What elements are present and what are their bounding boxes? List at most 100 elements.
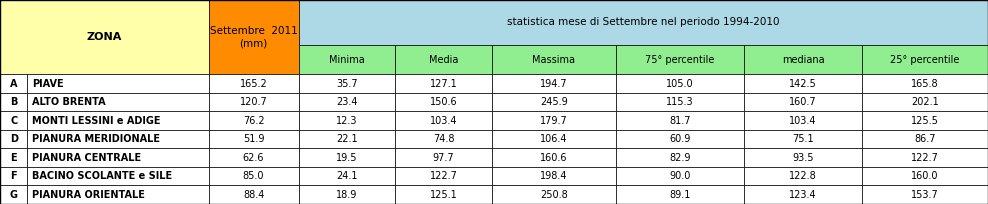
Text: 76.2: 76.2 [243,116,265,126]
Bar [862,130,988,149]
Bar [395,111,492,130]
Text: 160.7: 160.7 [789,97,817,107]
Bar [298,185,395,204]
Text: 103.4: 103.4 [430,116,457,126]
Bar [0,149,28,167]
Text: 125.5: 125.5 [911,116,939,126]
Text: 122.7: 122.7 [911,153,939,163]
Text: 51.9: 51.9 [243,134,265,144]
Text: 75° percentile: 75° percentile [645,55,714,65]
Text: C: C [10,116,18,126]
Text: ZONA: ZONA [87,32,122,42]
Text: mediana: mediana [782,55,824,65]
Bar [862,93,988,111]
Text: 82.9: 82.9 [669,153,691,163]
Bar [28,74,208,93]
Bar [616,130,744,149]
Bar [744,45,862,74]
Bar [616,93,744,111]
Text: Media: Media [429,55,458,65]
Text: PIANURA ORIENTALE: PIANURA ORIENTALE [33,190,145,200]
Bar [208,93,298,111]
Text: PIAVE: PIAVE [33,79,64,89]
Text: ALTO BRENTA: ALTO BRENTA [33,97,106,107]
Bar [744,130,862,149]
Bar [0,0,208,74]
Bar [395,130,492,149]
Bar [862,111,988,130]
Text: 202.1: 202.1 [911,97,939,107]
Bar [28,185,208,204]
Text: 88.4: 88.4 [243,190,264,200]
Bar [28,93,208,111]
Bar [862,45,988,74]
Text: 125.1: 125.1 [430,190,457,200]
Bar [492,45,616,74]
Bar [616,149,744,167]
Bar [395,185,492,204]
Text: 74.8: 74.8 [433,134,454,144]
Text: 93.5: 93.5 [792,153,814,163]
Bar [28,130,208,149]
Bar [744,167,862,185]
Bar [492,74,616,93]
Text: MONTI LESSINI e ADIGE: MONTI LESSINI e ADIGE [33,116,161,126]
Bar [492,149,616,167]
Bar [395,45,492,74]
Text: 250.8: 250.8 [540,190,568,200]
Bar [0,185,28,204]
Text: 24.1: 24.1 [336,171,358,181]
Text: 165.8: 165.8 [911,79,939,89]
Bar [492,130,616,149]
Text: 35.7: 35.7 [336,79,358,89]
Text: 19.5: 19.5 [336,153,358,163]
Text: D: D [10,134,18,144]
Text: 60.9: 60.9 [670,134,691,144]
Bar [395,149,492,167]
Text: 142.5: 142.5 [789,79,817,89]
Text: 103.4: 103.4 [789,116,817,126]
Text: A: A [10,79,18,89]
Text: Settembre  2011
(mm): Settembre 2011 (mm) [209,27,297,48]
Bar [744,93,862,111]
Bar [492,185,616,204]
Bar [744,149,862,167]
Bar [395,74,492,93]
Text: 179.7: 179.7 [540,116,568,126]
Bar [0,130,28,149]
Text: E: E [11,153,17,163]
Text: 127.1: 127.1 [430,79,457,89]
Bar [0,167,28,185]
Text: 81.7: 81.7 [669,116,691,126]
Bar [28,111,208,130]
Bar [862,167,988,185]
Bar [862,74,988,93]
Text: 198.4: 198.4 [540,171,567,181]
Bar [28,167,208,185]
Text: 97.7: 97.7 [433,153,454,163]
Bar [298,74,395,93]
Bar [395,167,492,185]
Text: 106.4: 106.4 [540,134,567,144]
Bar [744,185,862,204]
Bar [208,130,298,149]
Text: Massima: Massima [533,55,575,65]
Text: B: B [10,97,18,107]
Text: PIANURA MERIDIONALE: PIANURA MERIDIONALE [33,134,160,144]
Text: 122.8: 122.8 [789,171,817,181]
Bar [298,111,395,130]
Text: 85.0: 85.0 [243,171,265,181]
Text: 115.3: 115.3 [666,97,694,107]
Bar [298,130,395,149]
Bar [208,149,298,167]
Text: 160.0: 160.0 [911,171,939,181]
Bar [0,111,28,130]
Text: 25° percentile: 25° percentile [890,55,959,65]
Text: 153.7: 153.7 [911,190,939,200]
Bar [616,167,744,185]
Bar [744,111,862,130]
Text: 89.1: 89.1 [670,190,691,200]
Text: 105.0: 105.0 [666,79,694,89]
Text: 150.6: 150.6 [430,97,457,107]
Text: statistica mese di Settembre nel periodo 1994-2010: statistica mese di Settembre nel periodo… [507,17,780,28]
